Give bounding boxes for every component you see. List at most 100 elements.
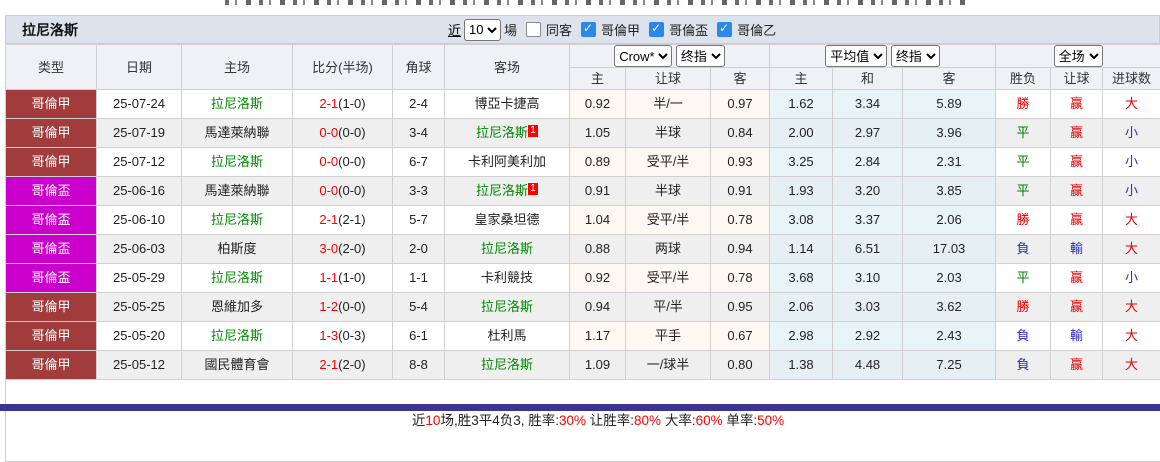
score-cell: 2-1(1-0) (293, 90, 393, 119)
date-cell: 25-05-25 (97, 293, 182, 322)
scope-select[interactable]: 全场 (1054, 45, 1103, 67)
home-odds: 1.09 (570, 351, 626, 380)
wdl-result: 平 (996, 264, 1051, 293)
title-bar: 拉尼洛斯 近 10 場 同客 哥倫甲 哥倫盃 哥倫乙 (5, 15, 1160, 44)
games-count-select[interactable]: 10 (464, 19, 501, 41)
avg-draw-odds: 2.97 (833, 119, 903, 148)
corner-cell: 3-4 (393, 119, 445, 148)
avg-away-odds: 3.62 (903, 293, 996, 322)
wdl-result: 負 (996, 235, 1051, 264)
avg-draw-odds: 2.92 (833, 322, 903, 351)
away-team: 拉尼洛斯 (445, 235, 570, 264)
col-header-type: 类型 (6, 45, 97, 90)
table-row: 哥倫盃 25-06-10 拉尼洛斯 2-1(2-1) 5-7 皇家桑坦德 1.0… (6, 206, 1160, 235)
final-odds-select-1[interactable]: 终指 (676, 45, 725, 67)
goals-result: 大 (1103, 206, 1160, 235)
sub-header-goals: 进球数 (1103, 68, 1160, 90)
score-cell: 3-0(2-0) (293, 235, 393, 264)
same-away-checkbox[interactable] (526, 22, 541, 37)
avg-draw-odds: 3.10 (833, 264, 903, 293)
corner-cell: 6-1 (393, 322, 445, 351)
goals-result: 大 (1103, 293, 1160, 322)
handicap-line: 受平/半 (626, 148, 711, 177)
wdl-result: 勝 (996, 90, 1051, 119)
handicap-result: 赢 (1051, 206, 1103, 235)
avg-away-odds: 3.96 (903, 119, 996, 148)
league-checkbox-cup[interactable] (649, 22, 664, 37)
home-odds: 0.91 (570, 177, 626, 206)
avg-draw-odds: 6.51 (833, 235, 903, 264)
avg-home-odds: 1.38 (770, 351, 833, 380)
home-odds: 0.94 (570, 293, 626, 322)
avg-away-odds: 17.03 (903, 235, 996, 264)
handicap-result: 輸 (1051, 235, 1103, 264)
away-odds: 0.84 (711, 119, 770, 148)
avg-away-odds: 7.25 (903, 351, 996, 380)
away-team: 皇家桑坦德 (445, 206, 570, 235)
score-cell: 0-0(0-0) (293, 148, 393, 177)
goals-result: 小 (1103, 119, 1160, 148)
home-team: 拉尼洛斯 (182, 322, 293, 351)
league-badge: 哥倫盃 (6, 177, 97, 206)
avg-draw-odds: 3.37 (833, 206, 903, 235)
handicap-odds-group: Crow* 终指 (570, 45, 770, 68)
page-title: 拉尼洛斯 (22, 20, 78, 40)
home-odds: 1.05 (570, 119, 626, 148)
goals-result: 大 (1103, 322, 1160, 351)
wdl-result: 負 (996, 322, 1051, 351)
away-team: 卡利競技 (445, 264, 570, 293)
table-row: 哥倫甲 25-05-20 拉尼洛斯 1-3(0-3) 6-1 杜利馬 1.17 … (6, 322, 1160, 351)
league-badge: 哥倫甲 (6, 293, 97, 322)
away-odds: 0.78 (711, 264, 770, 293)
date-cell: 25-07-19 (97, 119, 182, 148)
home-odds: 1.17 (570, 322, 626, 351)
league-checkbox-yi[interactable] (717, 22, 732, 37)
away-odds: 0.78 (711, 206, 770, 235)
league-checkbox-jia[interactable] (581, 22, 596, 37)
summary-row: 近10场,胜3平4负3, 胜率:30% 让胜率:80% 大率:60% 单率:50… (6, 380, 1160, 462)
odds-provider-select[interactable]: Crow* (614, 45, 672, 67)
final-odds-select-2[interactable]: 终指 (891, 45, 940, 67)
average-odds-select[interactable]: 平均值 (825, 45, 887, 67)
away-team: 拉尼洛斯 (445, 351, 570, 380)
near-link[interactable]: 近 (448, 20, 461, 39)
filter-controls: 近 10 場 同客 哥倫甲 哥倫盃 哥倫乙 (448, 16, 776, 43)
goals-result: 大 (1103, 90, 1160, 119)
goals-result: 大 (1103, 235, 1160, 264)
home-odds: 1.04 (570, 206, 626, 235)
league-badge: 哥倫盃 (6, 206, 97, 235)
date-cell: 25-07-24 (97, 90, 182, 119)
handicap-line: 平手 (626, 322, 711, 351)
table-row: 哥倫盃 25-05-29 拉尼洛斯 1-1(1-0) 1-1 卡利競技 0.92… (6, 264, 1160, 293)
corner-cell: 3-3 (393, 177, 445, 206)
handicap-result: 赢 (1051, 177, 1103, 206)
avg-home-odds: 1.93 (770, 177, 833, 206)
avg-away-odds: 2.06 (903, 206, 996, 235)
col-header-away: 客场 (445, 45, 570, 90)
avg-home-odds: 1.62 (770, 90, 833, 119)
handicap-result: 輸 (1051, 322, 1103, 351)
corner-cell: 1-1 (393, 264, 445, 293)
away-team: 卡利阿美利加 (445, 148, 570, 177)
league-label-jia: 哥倫甲 (601, 20, 640, 39)
result-group: 全场 (996, 45, 1160, 68)
goals-result: 大 (1103, 351, 1160, 380)
handicap-result: 赢 (1051, 148, 1103, 177)
wdl-result: 勝 (996, 206, 1051, 235)
avg-away-odds: 3.85 (903, 177, 996, 206)
away-team: 博亞卡捷高 (445, 90, 570, 119)
handicap-result: 赢 (1051, 90, 1103, 119)
europe-odds-group: 平均值 终指 (770, 45, 996, 68)
score-cell: 1-2(0-0) (293, 293, 393, 322)
league-badge: 哥倫甲 (6, 90, 97, 119)
corner-cell: 5-4 (393, 293, 445, 322)
handicap-result: 赢 (1051, 119, 1103, 148)
league-badge: 哥倫甲 (6, 148, 97, 177)
home-team: 拉尼洛斯 (182, 148, 293, 177)
corner-cell: 8-8 (393, 351, 445, 380)
header-selects-row: 类型 日期 主场 比分(半场) 角球 客场 Crow* 终指 平均值 终指 全场 (6, 45, 1160, 68)
col-header-score: 比分(半场) (293, 45, 393, 90)
avg-home-odds: 2.06 (770, 293, 833, 322)
